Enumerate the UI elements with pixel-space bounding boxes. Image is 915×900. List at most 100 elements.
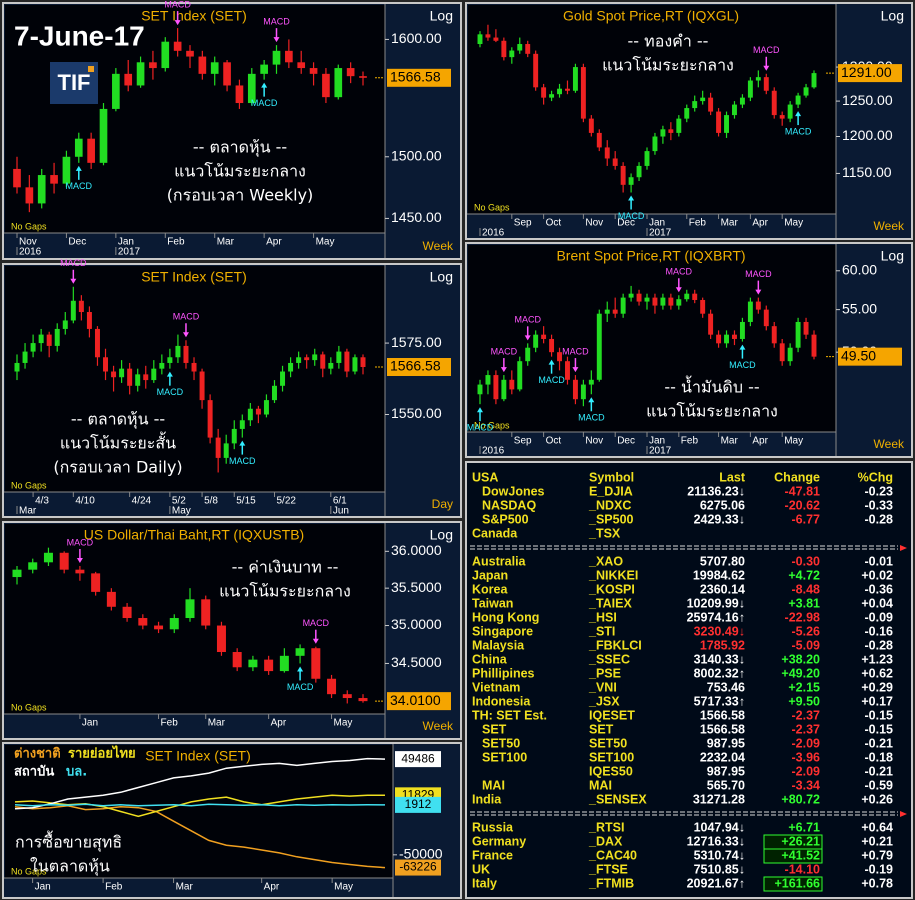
change-box: [763, 848, 823, 864]
table-last: 19984.62: [693, 568, 745, 582]
signal-label: MACD: [491, 346, 518, 356]
candle-body: [271, 385, 277, 401]
candle-body: [62, 156, 71, 184]
candle-body: [604, 147, 610, 159]
candle-body: [334, 68, 343, 98]
x-period-label: 2016: [482, 228, 505, 239]
candle-body: [191, 362, 197, 372]
table-symbol: _NDXC: [588, 498, 631, 512]
table-pct: +0.26: [861, 792, 893, 806]
x-tick-label: Feb: [681, 436, 699, 447]
x-tick-label: May: [334, 882, 353, 893]
table-pct: -0.21: [865, 764, 894, 778]
candle-body: [12, 569, 22, 578]
signal-arrow-head: [755, 289, 762, 295]
x-tick-label: Dec: [68, 237, 86, 248]
candle-body: [360, 357, 366, 368]
table-header: Symbol: [589, 470, 634, 484]
x-tick-label: Jan: [118, 237, 134, 248]
candle-body: [336, 351, 342, 363]
plot-area: [5, 266, 385, 492]
signal-label: MACD: [578, 413, 605, 423]
last-value-label: 49.50: [841, 347, 876, 363]
candle-body: [628, 177, 634, 185]
candle-body: [358, 698, 368, 702]
candle-body: [557, 352, 562, 362]
candle-body: [588, 379, 594, 385]
note: การซื้อขายสุทธิ: [15, 831, 122, 853]
candle-body: [620, 165, 626, 185]
x-tick-label: Feb: [689, 218, 707, 229]
table-change: -0.30: [792, 554, 821, 568]
x-tick-label: Jan: [82, 718, 98, 729]
x-tick-label: Apr: [271, 718, 287, 729]
signal-arrow-head: [628, 195, 635, 201]
table-last: 12716.33↓: [687, 834, 745, 848]
candle-body: [264, 659, 274, 672]
table-header: Last: [719, 470, 746, 484]
signal-label: MACD: [157, 387, 184, 397]
table-pct: -0.16: [865, 624, 894, 638]
candle-body: [74, 138, 83, 157]
candle-body: [359, 76, 367, 78]
period-label: Week: [423, 239, 454, 253]
candle-body: [580, 67, 586, 119]
table-last: 10209.99↓: [687, 596, 745, 610]
candle-body: [106, 591, 116, 607]
x-tick-label: May: [784, 436, 803, 447]
table-pct: -0.23: [865, 484, 894, 498]
candle-body: [50, 175, 58, 184]
candle-body: [223, 443, 229, 458]
x-period-label: Mar: [19, 506, 37, 517]
table-change: -2.37: [792, 708, 821, 722]
table-last: 8002.32↑: [694, 666, 745, 680]
x-tick-label: Feb: [167, 237, 185, 248]
candle-body: [151, 368, 157, 381]
table-symbol: MAI: [589, 778, 612, 792]
table-name: SET100: [482, 750, 527, 764]
table-symbol: _PSE: [588, 666, 621, 680]
period-label: Week: [423, 719, 454, 733]
table-name: Russia: [472, 820, 514, 834]
candle-body: [260, 64, 268, 74]
x-tick-label: 5/22: [276, 496, 296, 507]
candle-body: [724, 334, 729, 344]
x-tick-label: Oct: [546, 218, 562, 229]
note: -- ตลาดหุ้น --: [193, 138, 287, 158]
candle-body: [304, 357, 310, 361]
table-pct: +0.62: [861, 666, 893, 680]
table-symbol: _FBKLCI: [588, 638, 642, 652]
candle-body: [328, 362, 334, 369]
table-pct: +0.29: [861, 680, 893, 694]
x-tick-label: Apr: [752, 218, 768, 229]
table-name: Italy: [472, 876, 497, 890]
table-change: -3.34: [792, 778, 821, 792]
x-tick-label: 5/15: [236, 496, 256, 507]
table-pct: -0.15: [865, 722, 894, 736]
table-symbol: _JSX: [588, 694, 620, 708]
table-change: -3.96: [792, 750, 821, 764]
candle-body: [231, 428, 237, 444]
signal-label: MACD: [729, 360, 756, 370]
x-tick-label: Sep: [514, 218, 532, 229]
table-pct: +0.79: [861, 848, 893, 862]
table-change: +161.66: [774, 876, 820, 890]
signal-label: MACD: [753, 45, 780, 55]
signal-arrow-head: [524, 335, 531, 341]
candle-body: [143, 374, 149, 381]
candle-body: [94, 328, 100, 358]
x-tick-label: 5/8: [204, 496, 218, 507]
x-tick-label: May: [334, 718, 353, 729]
candle-body: [235, 85, 244, 104]
candle-body: [732, 334, 737, 339]
table-name: Korea: [472, 582, 508, 596]
scale-label: Log: [881, 248, 904, 264]
candle-body: [612, 309, 618, 314]
table-last: 3140.33↓: [694, 652, 745, 666]
signal-arrow-head: [174, 20, 181, 26]
last-value-box: [395, 751, 441, 768]
signal-arrow-head: [297, 666, 304, 672]
x-tick-label: Jan: [649, 218, 665, 229]
y-tick-label: 35.0000: [391, 616, 442, 632]
candle-body: [342, 694, 352, 699]
